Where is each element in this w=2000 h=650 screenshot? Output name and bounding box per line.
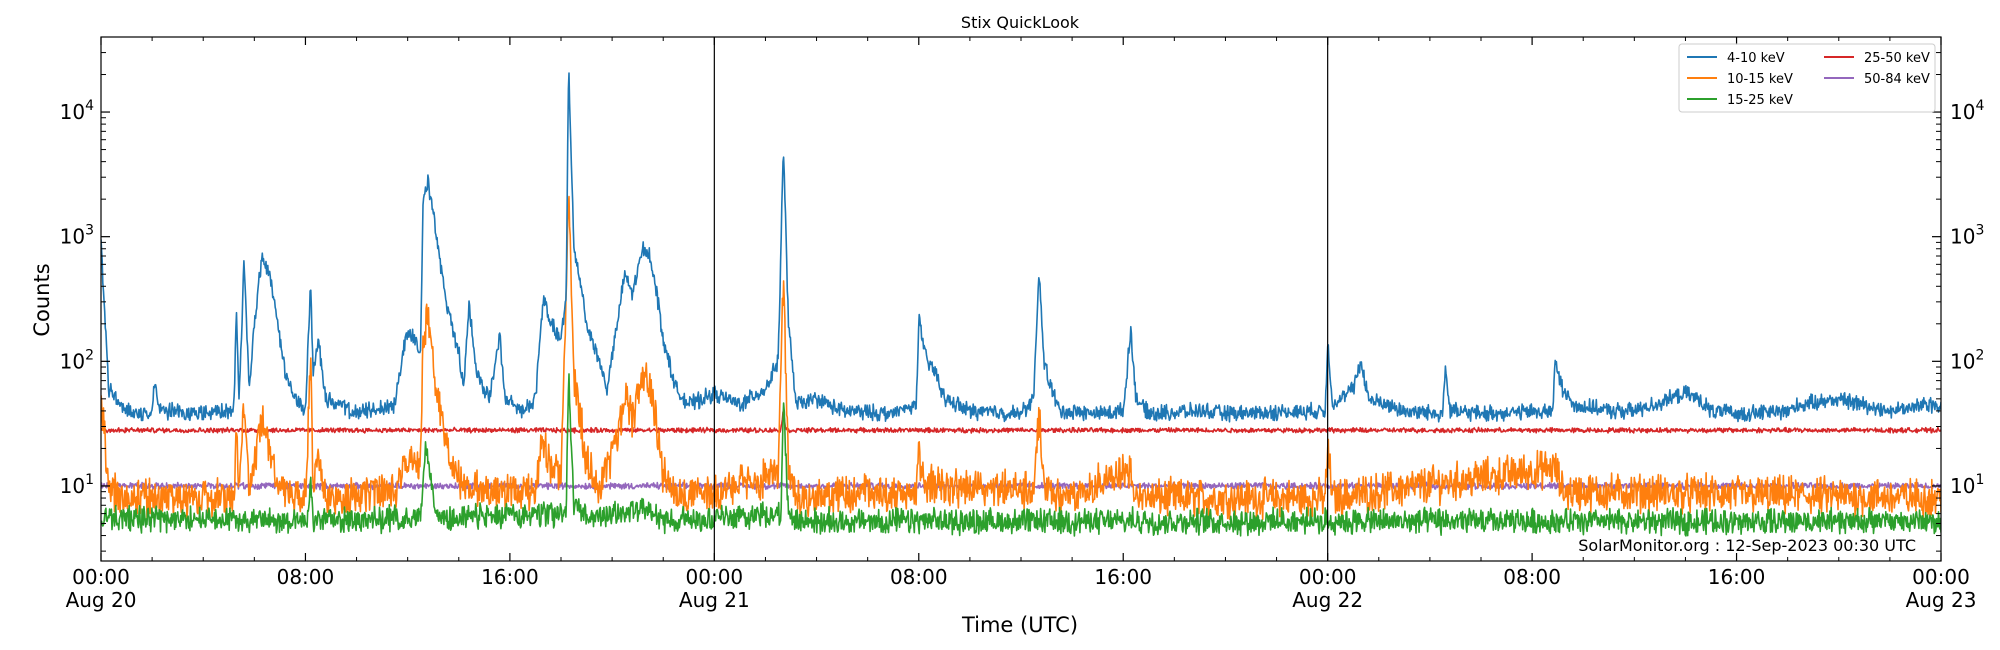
- x-tick-date-label: Aug 23: [1906, 588, 1977, 612]
- y-tick-label-right: 102: [1950, 347, 1984, 373]
- y-axis-left: 101 102 103 104: [60, 36, 110, 552]
- x-tick-label: 16:00: [481, 565, 539, 589]
- y-tick-label-right: 101: [1950, 472, 1984, 498]
- y-tick-label: 104: [60, 98, 94, 124]
- x-tick-label: 00:00: [1912, 565, 1970, 589]
- legend-label: 15-25 keV: [1727, 93, 1793, 108]
- watermark-annotation: SolarMonitor.org : 12-Sep-2023 00:30 UTC: [1578, 536, 1916, 555]
- legend-label: 50-84 keV: [1864, 72, 1930, 87]
- series-line-4-10-kev: [101, 72, 1941, 423]
- x-tick-label: 16:00: [1708, 565, 1766, 589]
- y-axis-label: Counts: [30, 263, 54, 336]
- x-tick-date-label: Aug 20: [66, 588, 137, 612]
- x-tick-label: 08:00: [890, 565, 948, 589]
- legend-label: 25-50 keV: [1864, 51, 1930, 66]
- legend-label: 10-15 keV: [1727, 72, 1793, 87]
- legend: 4-10 keV 10-15 keV 15-25 keV 25-50 keV 50-84…: [1678, 43, 1936, 113]
- x-axis-label: Time (UTC): [961, 613, 1078, 637]
- y-tick-label: 103: [60, 223, 94, 249]
- x-tick-label: 00:00: [72, 565, 130, 589]
- y-tick-label: 102: [60, 347, 94, 373]
- x-tick-date-label: Aug 22: [1292, 588, 1363, 612]
- y-tick-label-right: 104: [1950, 98, 1984, 124]
- y-tick-label-right: 103: [1950, 223, 1984, 249]
- series-layer: [101, 72, 1941, 537]
- x-tick-label: 00:00: [686, 565, 744, 589]
- y-axis-right: 101 102 103 104: [1932, 36, 1984, 552]
- series-line-15-25-kev: [101, 373, 1941, 537]
- x-tick-label: 08:00: [1503, 565, 1561, 589]
- x-tick-label: 16:00: [1094, 565, 1152, 589]
- legend-label: 4-10 keV: [1727, 51, 1785, 66]
- x-tick-date-label: Aug 21: [679, 588, 750, 612]
- x-tick-label: 00:00: [1299, 565, 1357, 589]
- y-tick-label: 101: [60, 472, 94, 498]
- series-line-25-50-kev: [101, 411, 1941, 434]
- chart-title: Stix QuickLook: [961, 13, 1080, 32]
- series-line-10-15-kev: [101, 195, 1941, 521]
- x-tick-label: 08:00: [277, 565, 335, 589]
- legend-box: [1678, 43, 1936, 113]
- day-boundary-lines: [713, 37, 1329, 561]
